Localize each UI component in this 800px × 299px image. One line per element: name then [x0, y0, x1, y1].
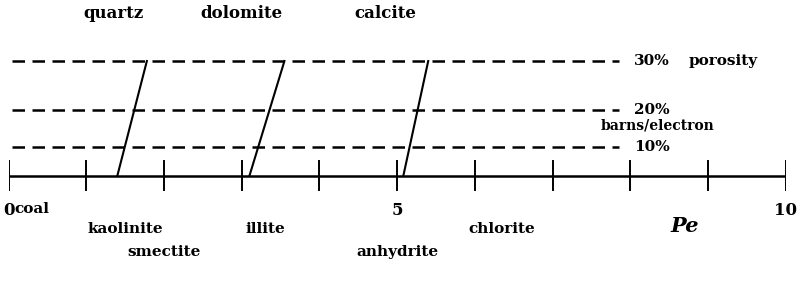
Text: barns/electron: barns/electron: [601, 119, 714, 132]
Text: 30%: 30%: [634, 54, 670, 68]
Text: 10: 10: [774, 202, 798, 219]
Text: illite: illite: [245, 222, 285, 236]
Text: 5: 5: [391, 202, 403, 219]
Text: anhydrite: anhydrite: [356, 245, 438, 259]
Text: porosity: porosity: [689, 54, 758, 68]
Text: smectite: smectite: [127, 245, 201, 259]
Text: coal: coal: [14, 202, 50, 216]
Text: 20%: 20%: [634, 103, 670, 117]
Text: Pe: Pe: [670, 216, 699, 236]
Text: chlorite: chlorite: [469, 222, 535, 236]
Text: dolomite: dolomite: [201, 5, 282, 22]
Text: calcite: calcite: [354, 5, 417, 22]
Text: kaolinite: kaolinite: [87, 222, 163, 236]
Text: 10%: 10%: [634, 140, 670, 154]
Text: 0: 0: [2, 202, 14, 219]
Text: quartz: quartz: [83, 5, 143, 22]
